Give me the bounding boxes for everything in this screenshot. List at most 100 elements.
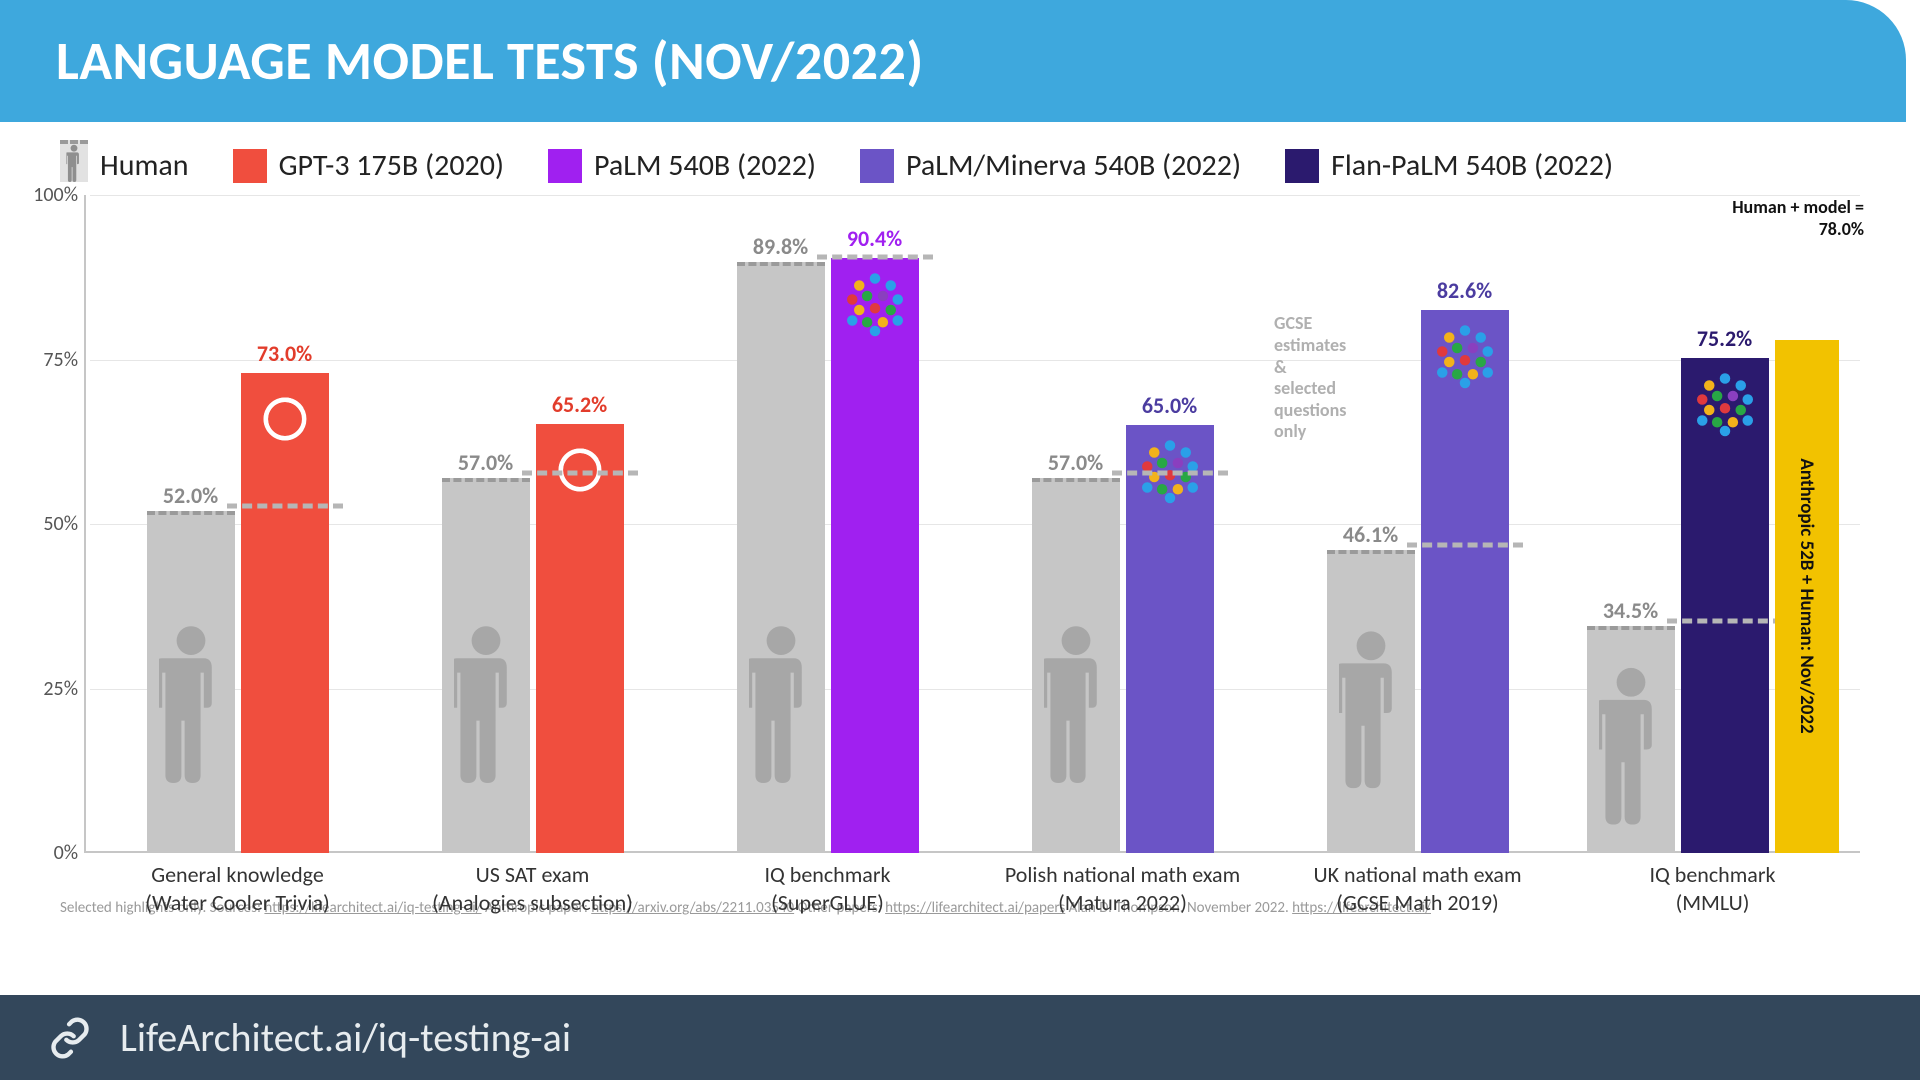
legend-item-palm: PaLM 540B (2022) bbox=[548, 147, 816, 184]
human-silhouette-icon bbox=[454, 553, 518, 853]
palm-dots-icon bbox=[1430, 320, 1500, 390]
bar-fill: 65.0% bbox=[1126, 425, 1214, 853]
human-silhouette-icon bbox=[159, 553, 223, 853]
bar-group: 52.0%73.0%General knowledge(Water Cooler… bbox=[90, 195, 385, 853]
human-silhouette-icon bbox=[749, 553, 813, 853]
bar-value-label: 34.5% bbox=[1603, 597, 1658, 624]
legend-item-gpt3: GPT-3 175B (2020) bbox=[233, 147, 504, 184]
bar-fill: 34.5% bbox=[1587, 626, 1675, 853]
bar-gpt3: 65.2% bbox=[536, 195, 624, 853]
bar-fill: 46.1% bbox=[1327, 550, 1415, 853]
bar-fill: 57.0% bbox=[1032, 478, 1120, 853]
human-level-dash bbox=[1112, 470, 1228, 475]
legend-item-human: Human bbox=[60, 140, 189, 191]
bar-value-label: 90.4% bbox=[847, 225, 902, 252]
bar-group: 89.8%90.4%IQ benchmark(SuperGLUE) bbox=[680, 195, 975, 853]
category-line-1: US SAT exam bbox=[476, 861, 590, 888]
category-line-1: IQ benchmark bbox=[1649, 861, 1775, 888]
human-level-dash bbox=[227, 503, 343, 508]
bar-value-label: 57.0% bbox=[458, 449, 513, 476]
bar-group: 34.5%75.2%Anthropic 52B + Human: Nov/202… bbox=[1565, 195, 1860, 853]
footer-text: LifeArchitect.ai/iq-testing-ai bbox=[120, 1013, 571, 1062]
bar-value-label: 65.2% bbox=[552, 391, 607, 418]
category-line-1: General knowledge bbox=[151, 861, 324, 888]
legend: Human GPT-3 175B (2020) PaLM 540B (2022) Pa… bbox=[0, 122, 1920, 195]
bar-minerva: 82.6% bbox=[1421, 195, 1509, 853]
bar-human: 57.0% bbox=[1032, 195, 1120, 853]
legend-swatch bbox=[233, 149, 267, 183]
y-tick-label: 75% bbox=[12, 348, 78, 372]
category-line-2: (Water Cooler Trivia) bbox=[145, 889, 329, 916]
legend-swatch bbox=[860, 149, 894, 183]
category-line-1: UK national math exam bbox=[1313, 861, 1521, 888]
bar-human: 34.5% bbox=[1587, 195, 1675, 853]
y-axis bbox=[84, 195, 86, 853]
side-note: GCSEestimates&selectedquestionsonly bbox=[1274, 313, 1370, 443]
human-silhouette-icon bbox=[1339, 563, 1403, 853]
category-line-2: (GCSE Math 2019) bbox=[1336, 889, 1498, 916]
link-icon bbox=[48, 1016, 92, 1060]
bar-fill: 57.0% bbox=[442, 478, 530, 853]
human-silhouette-icon bbox=[1599, 636, 1663, 853]
category-line-2: (Matura 2022) bbox=[1058, 889, 1187, 916]
bar-group: 57.0%65.2%US SAT exam(Analogies subsecti… bbox=[385, 195, 680, 853]
bar-fill: 52.0% bbox=[147, 511, 235, 853]
bar-value-label: 46.1% bbox=[1343, 521, 1398, 548]
human-level-dash bbox=[817, 255, 933, 260]
bar-anthropic: Anthropic 52B + Human: Nov/2022 bbox=[1775, 195, 1839, 853]
bar-value-label: 65.0% bbox=[1142, 392, 1197, 419]
category-label: IQ benchmark(SuperGLUE) bbox=[680, 861, 975, 916]
bar-value-label: 89.8% bbox=[753, 233, 808, 260]
bar-value-label: 57.0% bbox=[1048, 449, 1103, 476]
palm-dots-icon bbox=[840, 268, 910, 338]
y-tick-label: 50% bbox=[12, 512, 78, 536]
category-label: IQ benchmark(MMLU) bbox=[1565, 861, 1860, 916]
bar-fill: 89.8% bbox=[737, 262, 825, 853]
category-label: Polish national math exam(Matura 2022) bbox=[975, 861, 1270, 916]
legend-label: PaLM/Minerva 540B (2022) bbox=[906, 147, 1241, 184]
category-label: General knowledge(Water Cooler Trivia) bbox=[90, 861, 385, 916]
human-level-dash bbox=[522, 470, 638, 475]
legend-item-flan: Flan-PaLM 540B (2022) bbox=[1285, 147, 1613, 184]
y-tick-label: 0% bbox=[12, 841, 78, 865]
bar-human: 52.0% bbox=[147, 195, 235, 853]
legend-label: Flan-PaLM 540B (2022) bbox=[1331, 147, 1613, 184]
category-label: US SAT exam(Analogies subsection) bbox=[385, 861, 680, 916]
category-line-1: Polish national math exam bbox=[1005, 861, 1240, 888]
category-line-1: IQ benchmark bbox=[764, 861, 890, 888]
bar-flan: 75.2% bbox=[1681, 195, 1769, 853]
bar-group: 46.1%82.6%UK national math exam(GCSE Mat… bbox=[1270, 195, 1565, 853]
openai-icon bbox=[253, 387, 317, 451]
bar-human: 46.1% bbox=[1327, 195, 1415, 853]
bar-fill: 65.2% bbox=[536, 424, 624, 853]
bar-value-label: 52.0% bbox=[163, 482, 218, 509]
bar-fill: 75.2% bbox=[1681, 358, 1769, 853]
legend-label: PaLM 540B (2022) bbox=[594, 147, 816, 184]
legend-swatch bbox=[548, 149, 582, 183]
bar-group: 57.0%65.0%Polish national math exam(Matu… bbox=[975, 195, 1270, 853]
legend-label: Human bbox=[100, 147, 189, 184]
category-label: UK national math exam(GCSE Math 2019) bbox=[1270, 861, 1565, 916]
bar-value-label: 73.0% bbox=[257, 340, 312, 367]
footer: LifeArchitect.ai/iq-testing-ai bbox=[0, 995, 1920, 1080]
palm-dots-icon bbox=[1690, 368, 1760, 438]
bar-fill: 82.6% bbox=[1421, 310, 1509, 854]
bar-fill: 90.4% bbox=[831, 258, 919, 853]
legend-swatch bbox=[1285, 149, 1319, 183]
bar-chart: 0%25%50%75%100% 52.0%73.0%General knowle… bbox=[90, 195, 1860, 885]
category-line-2: (Analogies subsection) bbox=[432, 889, 633, 916]
top-note: Human + model =78.0% bbox=[1732, 197, 1864, 240]
category-line-2: (SuperGLUE) bbox=[771, 889, 884, 916]
human-silhouette-icon bbox=[1044, 553, 1108, 853]
y-tick-label: 100% bbox=[12, 183, 78, 207]
bar-palm: 90.4% bbox=[831, 195, 919, 853]
bar-value-label: 82.6% bbox=[1437, 277, 1492, 304]
bar-human: 89.8% bbox=[737, 195, 825, 853]
page-title: LANGUAGE MODEL TESTS (NOV/2022) bbox=[0, 0, 1906, 122]
legend-label: GPT-3 175B (2020) bbox=[279, 147, 504, 184]
bar-gpt3: 73.0% bbox=[241, 195, 329, 853]
bar-value-label: 75.2% bbox=[1697, 325, 1752, 352]
bar-fill: Anthropic 52B + Human: Nov/2022 bbox=[1775, 340, 1839, 853]
bar-minerva: 65.0% bbox=[1126, 195, 1214, 853]
bar-fill: 73.0% bbox=[241, 373, 329, 853]
